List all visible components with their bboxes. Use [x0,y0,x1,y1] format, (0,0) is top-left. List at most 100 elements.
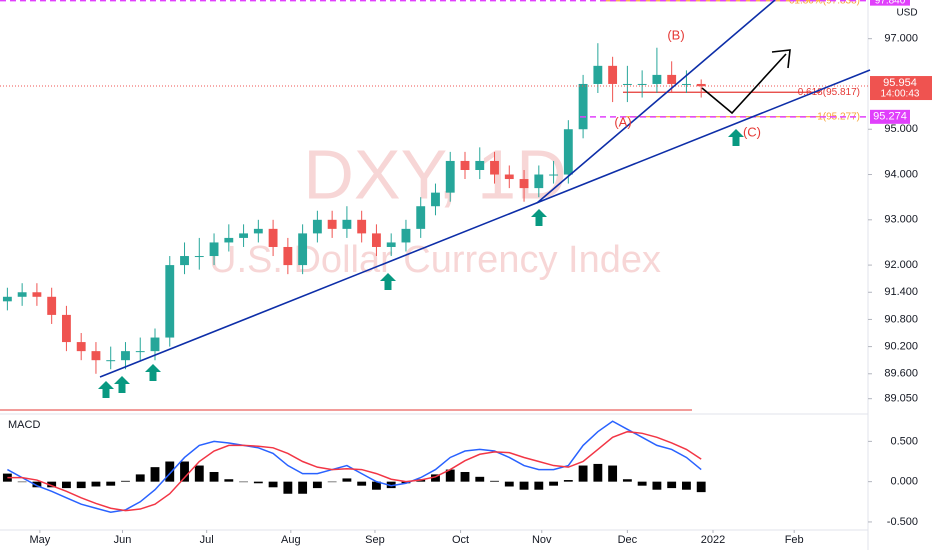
macd-histogram-bar [121,480,130,482]
x-tick-label: Jun [114,534,132,546]
macd-histogram-bar [268,481,278,488]
macd-histogram-bar [460,471,470,482]
y-tick-label: 93.000 [884,214,918,226]
macd-label: MACD [8,419,40,431]
candle-body [224,237,234,243]
macd-histogram-bar [17,481,27,483]
candle-body [504,174,514,180]
macd-histogram-bar [696,481,706,493]
projection-arrowhead [771,49,791,69]
candle-body [519,179,529,189]
macd-histogram-bar [475,476,485,482]
macd-histogram-bar [357,481,367,486]
candle-body [475,160,485,170]
candle-body [608,65,618,84]
macd-histogram-bar [504,481,514,487]
macd-histogram-bar [608,465,618,482]
candle-body [180,256,189,266]
trend-line [99,69,871,378]
up-arrow [114,376,130,393]
x-tick-label: Aug [281,534,301,546]
macd-histogram-bar [239,481,248,483]
fib-label: 61.80%(97.838) [789,0,860,6]
macd-histogram-bar [76,481,86,489]
macd-histogram-bar [165,461,175,482]
macd-histogram-bar [253,481,263,484]
y-tick-label: 90.800 [884,313,918,325]
y-tick-label: 92.000 [884,259,918,271]
candle-body [209,242,219,257]
macd-histogram-bar [342,478,352,482]
y-tick-label: 89.600 [884,368,918,380]
y-tick-label: 90.200 [884,341,918,353]
x-tick-label: Feb [785,534,804,546]
x-tick-label: Jul [200,534,214,546]
candle-body [2,296,12,302]
macd-histogram-bar [135,474,145,482]
macd-tick-label: 0.500 [890,435,918,447]
fib-label: 1(95.277) [817,111,860,122]
macd-histogram-bar [312,481,322,489]
last-price-box [870,76,932,101]
candle-body [578,83,588,130]
x-tick-label: Sep [365,534,385,546]
macd-histogram-bar [327,481,337,483]
candle-body [534,174,544,189]
candle-body [549,174,558,176]
candle-body [593,65,603,84]
candle-body [342,219,352,229]
currency: USD [896,8,917,19]
candle-body [194,256,204,258]
macd-histogram-bar [91,481,101,487]
y-tick-label: 89.050 [884,393,918,405]
plot: 97.000 95.000 94.000 93.000 92.000 91.400 90.8… [0,0,918,546]
candle-body [239,233,248,238]
up-arrow [531,209,547,226]
wave-label: (C) [743,124,761,139]
macd-histogram-bar [209,471,219,482]
candle-body [268,228,278,247]
up-arrow [145,364,161,381]
macd-histogram-bar [224,479,234,482]
candle-body [490,160,499,175]
macd-tick-label: -0.500 [887,516,918,528]
candle-body [106,360,116,362]
macd-histogram-bar [283,481,293,494]
wave-label: (A) [614,114,631,129]
macd-histogram-bar [563,480,573,482]
candle-body [91,351,101,361]
candle-body [563,129,573,175]
macd-histogram-bar [682,481,691,490]
y-tick-label: 91.400 [884,286,918,298]
macd-histogram-bar [386,481,396,489]
y-tick-label: 95.000 [884,123,918,135]
candle-body [150,337,160,352]
candle-body [431,192,440,207]
candle-body [637,83,647,85]
x-tick-label: Dec [618,534,638,546]
candle-body [682,83,691,85]
wave-label: (B) [667,27,684,42]
macd-histogram-bar [519,481,529,490]
up-arrow [728,129,744,146]
macd-tick-label: 0.000 [890,476,918,488]
candle-body [76,342,86,352]
macd-histogram-bar [549,481,558,486]
macd-histogram-bar [667,481,677,489]
candle-body [386,242,396,247]
macd-histogram-bar [578,465,588,482]
macd-histogram-bar [180,461,189,482]
macd-histogram-bar [401,481,411,484]
candle-body [47,296,57,315]
candle-body [135,351,145,353]
macd-histogram-bar [593,463,603,482]
candle-body [312,219,322,234]
candle-body [327,219,337,229]
up-arrow [98,381,114,398]
macd-histogram-bar [372,481,381,490]
fib-label: 0.618(95.817) [798,87,860,98]
candle-body [283,246,293,266]
trend-line [536,0,776,204]
countdown-label: 14:00:43 [881,89,920,100]
